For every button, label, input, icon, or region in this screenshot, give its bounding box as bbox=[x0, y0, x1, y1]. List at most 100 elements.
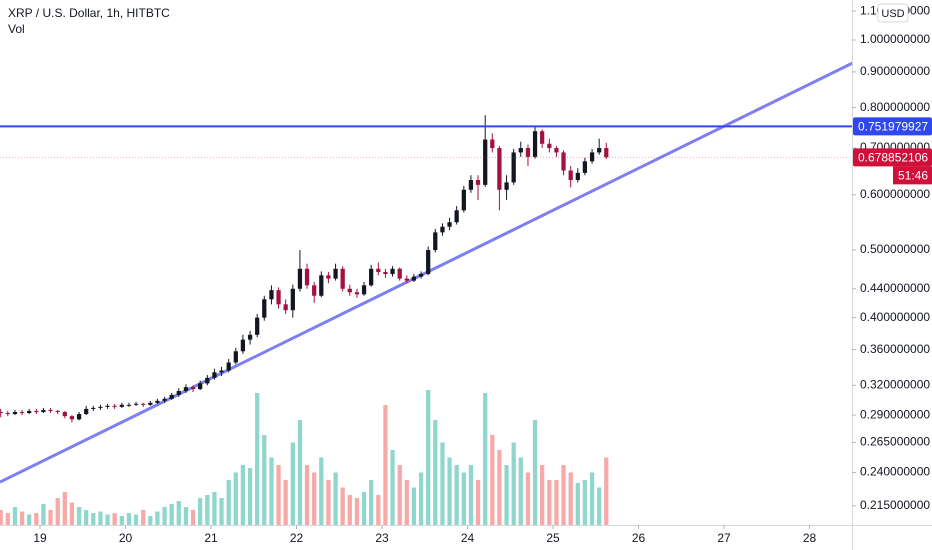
volume-bar bbox=[333, 472, 338, 525]
candle-body bbox=[575, 172, 580, 180]
candle-body bbox=[219, 370, 224, 373]
candle-body bbox=[554, 148, 559, 153]
volume-bar bbox=[312, 472, 317, 525]
volume-label: Vol bbox=[8, 22, 25, 36]
y-tick-label: 0.800000000 bbox=[860, 100, 930, 114]
candle-body bbox=[447, 222, 452, 227]
candle-body bbox=[312, 285, 317, 296]
candle-body bbox=[361, 285, 367, 295]
volume-bar bbox=[376, 495, 381, 525]
candle-body bbox=[27, 410, 32, 414]
volume-bar bbox=[518, 457, 523, 525]
candle-body bbox=[525, 148, 531, 157]
volume-bar bbox=[383, 405, 388, 525]
x-tick-label: 21 bbox=[204, 531, 218, 545]
volume-bar bbox=[212, 492, 217, 525]
y-tick-label: 0.215000000 bbox=[860, 498, 930, 512]
volume-bar bbox=[568, 472, 573, 525]
candle-body bbox=[589, 152, 595, 162]
volume-bar bbox=[475, 480, 481, 525]
volume-bar bbox=[575, 483, 580, 525]
y-tick-label: 0.900000000 bbox=[860, 64, 930, 78]
volume-bar bbox=[226, 480, 231, 525]
candle-body bbox=[433, 232, 438, 251]
volume-bar bbox=[418, 472, 424, 525]
candle-body bbox=[390, 268, 395, 274]
volume-bar bbox=[27, 514, 32, 525]
last-price-label: 0.678852106 bbox=[858, 151, 928, 165]
candle-body bbox=[511, 152, 516, 183]
candle-body bbox=[183, 387, 189, 392]
candle-body bbox=[198, 383, 203, 390]
candle-body bbox=[518, 148, 523, 153]
volume-bar bbox=[233, 472, 238, 525]
candle-body bbox=[141, 403, 146, 405]
volume-bar bbox=[347, 495, 352, 525]
volume-bar bbox=[604, 457, 609, 525]
candle-body bbox=[454, 210, 459, 223]
candle-body bbox=[255, 317, 260, 335]
candle-body bbox=[290, 288, 295, 311]
candle-body bbox=[597, 148, 602, 153]
volume-bar bbox=[411, 487, 417, 525]
volume-bar bbox=[426, 390, 431, 525]
x-tick-label: 22 bbox=[290, 531, 304, 545]
y-tick-label: 0.240000000 bbox=[860, 465, 930, 479]
volume-bar bbox=[84, 510, 89, 525]
volume-bar bbox=[262, 435, 267, 525]
volume-bar bbox=[304, 465, 310, 525]
volume-bar bbox=[19, 511, 25, 525]
candle-body bbox=[497, 148, 502, 190]
volume-bar bbox=[183, 507, 189, 525]
y-tick-label: 0.400000000 bbox=[860, 310, 930, 324]
candle-body bbox=[105, 405, 110, 407]
candle-body bbox=[69, 416, 75, 420]
volume-bar bbox=[219, 498, 224, 525]
volume-bar bbox=[0, 510, 3, 525]
candle-body bbox=[283, 304, 288, 311]
y-tick-label: 0.600000000 bbox=[860, 187, 930, 201]
candle-body bbox=[404, 278, 409, 281]
candle-body bbox=[418, 273, 424, 277]
volume-bar bbox=[297, 420, 303, 525]
candle-body bbox=[461, 189, 466, 211]
y-tick-label: 1.000000000 bbox=[860, 32, 930, 46]
candle-body bbox=[262, 299, 267, 318]
candle-body bbox=[119, 404, 124, 407]
candle-body bbox=[190, 387, 196, 390]
volume-bar bbox=[198, 498, 203, 525]
candle-body bbox=[326, 275, 331, 279]
volume-bar bbox=[76, 507, 82, 525]
hline-badge bbox=[853, 117, 932, 136]
volume-bar bbox=[133, 514, 139, 525]
currency-label: USD bbox=[881, 8, 904, 20]
volume-bar bbox=[98, 511, 103, 525]
volume-bar bbox=[5, 513, 10, 525]
volume-bar bbox=[69, 502, 75, 525]
volume-bar bbox=[447, 457, 452, 525]
volume-bar bbox=[269, 457, 274, 525]
candle-body bbox=[369, 268, 374, 286]
candle-body bbox=[55, 410, 60, 412]
volume-bar bbox=[468, 465, 474, 525]
candle-body bbox=[169, 394, 174, 399]
candle-body bbox=[340, 268, 345, 289]
volume-bar bbox=[483, 393, 488, 525]
volume-bar bbox=[283, 480, 288, 525]
candle-body bbox=[247, 334, 253, 340]
volume-bar bbox=[276, 465, 281, 525]
candle-body bbox=[582, 161, 588, 173]
volume-bar bbox=[119, 516, 124, 525]
volume-bar bbox=[48, 510, 53, 525]
volume-bar bbox=[148, 516, 153, 525]
volume-bar bbox=[141, 510, 146, 525]
volume-bar bbox=[490, 435, 495, 525]
x-tick-label: 28 bbox=[803, 531, 817, 545]
last-price-badge bbox=[853, 148, 932, 167]
candle-body bbox=[475, 179, 481, 185]
candle-body bbox=[604, 148, 609, 158]
candle-body bbox=[62, 411, 67, 417]
